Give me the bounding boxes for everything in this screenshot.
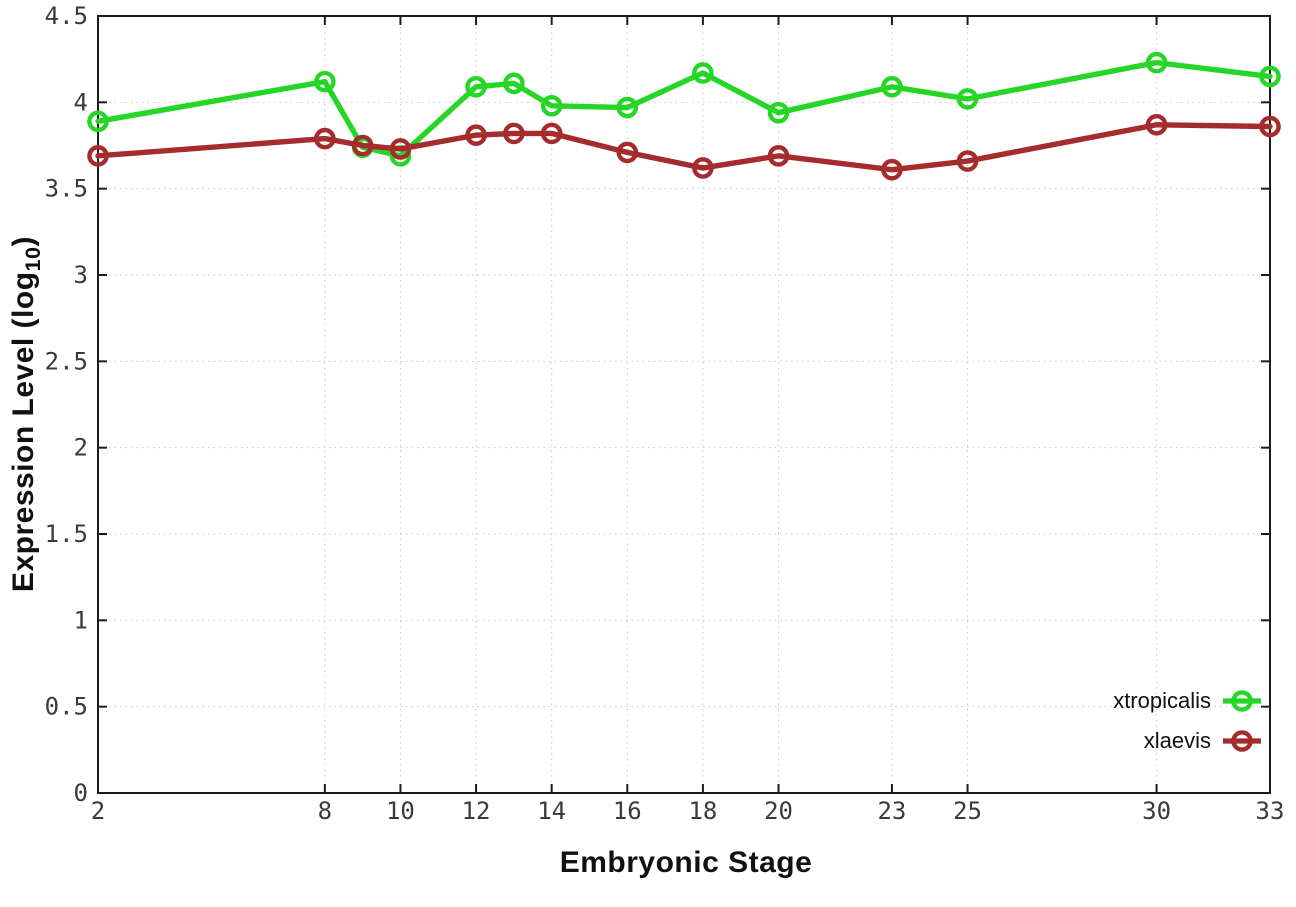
legend-entry-xtropicalis: xtropicalis (1113, 681, 1262, 721)
x-tick-label-33: 33 (1256, 797, 1285, 825)
legend: xtropicalis xlaevis (1113, 681, 1262, 761)
y-tick-label-3: 3 (74, 261, 88, 289)
legend-label-xtropicalis: xtropicalis (1113, 688, 1211, 713)
marker-xtropicalis-stage-18 (692, 62, 714, 84)
marker-xtropicalis-stage-8 (314, 70, 336, 93)
marker-xlaevis-stage-9 (351, 134, 374, 157)
marker-xtropicalis-stage-14 (540, 94, 563, 117)
marker-xlaevis-stage-16 (616, 141, 639, 164)
marker-xlaevis-stage-20 (767, 145, 790, 167)
marker-xtropicalis-stage-25 (956, 88, 979, 110)
x-tick-label-2: 2 (91, 797, 105, 825)
y-tick-label-0: 0 (74, 779, 88, 807)
marker-xtropicalis-stage-2 (87, 110, 109, 133)
x-tick-label-14: 14 (537, 797, 566, 825)
y-tick-label-0.5: 0.5 (45, 693, 88, 721)
x-tick-label-18: 18 (688, 797, 717, 825)
marker-xlaevis-stage-14 (540, 122, 563, 145)
marker-xtropicalis-stage-23 (881, 75, 903, 98)
y-tick-label-2: 2 (74, 434, 88, 462)
x-tick-label-20: 20 (764, 797, 793, 825)
x-axis-title: Embryonic Stage (559, 846, 813, 879)
y-tick-label-1: 1 (74, 606, 88, 634)
marker-xtropicalis-stage-30 (1145, 51, 1168, 74)
marker-xlaevis-stage-12 (465, 124, 487, 146)
marker-xtropicalis-stage-12 (465, 75, 487, 98)
legend-marker-open-circle (1223, 730, 1261, 752)
x-tick-label-10: 10 (386, 797, 415, 825)
y-tick-label-2.5: 2.5 (45, 347, 88, 375)
y-axis-title-subscript: 10 (20, 246, 45, 272)
marker-xlaevis-stage-8 (314, 127, 336, 150)
marker-xlaevis-stage-2 (87, 145, 109, 167)
marker-xtropicalis-stage-16 (616, 96, 639, 119)
marker-xlaevis-stage-30 (1145, 113, 1168, 136)
marker-xlaevis-stage-13 (503, 122, 525, 145)
marker-xlaevis-stage-25 (956, 150, 979, 172)
x-tick-label-30: 30 (1142, 797, 1171, 825)
y-axis-title-prefix: Expression Level (log (7, 271, 40, 593)
marker-xlaevis-stage-10 (389, 138, 412, 160)
y-tick-label-1.5: 1.5 (45, 520, 88, 548)
plot-border (97, 15, 1271, 794)
y-tick-label-3.5: 3.5 (45, 175, 88, 203)
legend-entry-xlaevis: xlaevis (1144, 721, 1262, 761)
series-line-xlaevis (95, 122, 1273, 173)
marker-xlaevis-stage-33 (1259, 115, 1281, 138)
y-tick-label-4.5: 4.5 (45, 2, 88, 30)
marker-xtropicalis-stage-13 (503, 72, 525, 95)
marker-xtropicalis-stage-33 (1259, 65, 1281, 88)
x-tick-label-25: 25 (953, 797, 982, 825)
marker-xlaevis-stage-18 (692, 157, 714, 179)
y-tick-label-4: 4 (74, 88, 88, 116)
y-axis-title: Expression Level (log10) (7, 235, 45, 593)
x-tick-label-16: 16 (613, 797, 642, 825)
legend-marker-open-circle (1223, 690, 1261, 712)
x-tick-label-23: 23 (877, 797, 906, 825)
x-tick-label-12: 12 (462, 797, 491, 825)
marker-xtropicalis-stage-20 (767, 101, 790, 124)
legend-label-xlaevis: xlaevis (1143, 728, 1211, 753)
x-tick-label-8: 8 (318, 797, 332, 825)
marker-xlaevis-stage-23 (881, 158, 903, 181)
y-axis-title-suffix: ) (7, 235, 40, 247)
